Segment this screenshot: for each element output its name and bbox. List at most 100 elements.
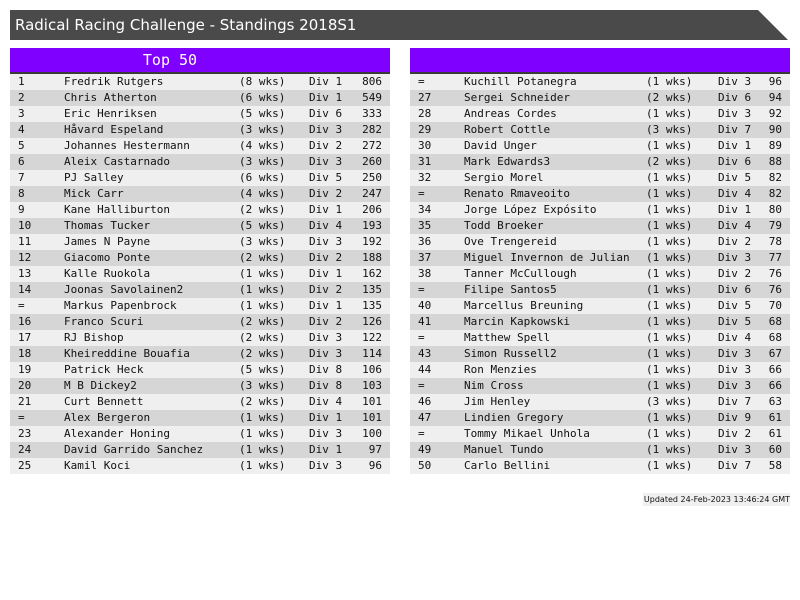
table-row: 40 Marcellus Breuning (1 wks) Div 5 70 <box>410 298 790 314</box>
cell-name: Matthew Spell <box>464 331 551 344</box>
cell-pts: 97 <box>368 443 382 456</box>
cell-rank: 40 <box>418 299 432 312</box>
cell-div: Div 6 <box>718 91 752 104</box>
table-row: 35 Todd Broeker (1 wks) Div 4 79 <box>410 218 790 234</box>
cell-pts: 78 <box>768 235 782 248</box>
cell-div: Div 3 <box>718 75 752 88</box>
cell-wks: (1 wks) <box>239 267 286 280</box>
cell-div: Div 1 <box>309 91 343 104</box>
cell-div: Div 8 <box>309 379 343 392</box>
cell-wks: (1 wks) <box>646 267 693 280</box>
cell-div: Div 8 <box>309 363 343 376</box>
cell-pts: 76 <box>768 283 782 296</box>
cell-rank: 13 <box>18 267 32 280</box>
cell-pts: 61 <box>768 411 782 424</box>
cell-pts: 96 <box>368 459 382 472</box>
cell-name: Curt Bennett <box>64 395 144 408</box>
cell-div: Div 2 <box>309 251 343 264</box>
cell-rank: 44 <box>418 363 432 376</box>
cell-div: Div 2 <box>309 283 343 296</box>
cell-rank: 19 <box>18 363 32 376</box>
table-row: 21 Curt Bennett (2 wks) Div 4 101 <box>10 394 390 410</box>
cell-rank: 1 <box>18 75 25 88</box>
panel-header-right <box>410 48 790 74</box>
table-row: 2 Chris Atherton (6 wks) Div 1 549 <box>10 90 390 106</box>
cell-div: Div 6 <box>718 283 752 296</box>
cell-name: Patrick Heck <box>64 363 144 376</box>
cell-wks: (1 wks) <box>646 171 693 184</box>
cell-rank: 50 <box>418 459 432 472</box>
cell-name: Kheireddine Bouafia <box>64 347 190 360</box>
cell-pts: 79 <box>768 219 782 232</box>
cell-wks: (6 wks) <box>239 91 286 104</box>
table-row: = Nim Cross (1 wks) Div 3 66 <box>410 378 790 394</box>
cell-rank: 25 <box>18 459 32 472</box>
cell-pts: 162 <box>362 267 382 280</box>
cell-wks: (1 wks) <box>646 251 693 264</box>
cell-div: Div 3 <box>718 379 752 392</box>
cell-div: Div 3 <box>309 155 343 168</box>
cell-name: Giacomo Ponte <box>64 251 151 264</box>
cell-name: Ron Menzies <box>464 363 537 376</box>
table-row: 12 Giacomo Ponte (2 wks) Div 2 188 <box>10 250 390 266</box>
cell-rank: 9 <box>18 203 25 216</box>
table-row: = Kuchill Potanegra (1 wks) Div 3 96 <box>410 74 790 90</box>
cell-wks: (2 wks) <box>646 91 693 104</box>
cell-rank: = <box>418 331 425 344</box>
cell-pts: 114 <box>362 347 382 360</box>
cell-div: Div 2 <box>309 315 343 328</box>
cell-wks: (3 wks) <box>239 155 286 168</box>
cell-wks: (2 wks) <box>239 315 286 328</box>
cell-pts: 68 <box>768 331 782 344</box>
cell-rank: = <box>418 427 425 440</box>
cell-pts: 188 <box>362 251 382 264</box>
cell-div: Div 1 <box>309 203 343 216</box>
cell-div: Div 6 <box>309 107 343 120</box>
cell-rank: 16 <box>18 315 32 328</box>
cell-pts: 247 <box>362 187 382 200</box>
table-row: 38 Tanner McCullough (1 wks) Div 2 76 <box>410 266 790 282</box>
cell-wks: (5 wks) <box>239 219 286 232</box>
cell-rank: 18 <box>18 347 32 360</box>
cell-div: Div 4 <box>718 219 752 232</box>
cell-pts: 103 <box>362 379 382 392</box>
cell-wks: (1 wks) <box>646 283 693 296</box>
cell-wks: (1 wks) <box>646 363 693 376</box>
cell-rank: 32 <box>418 171 432 184</box>
cell-pts: 82 <box>768 187 782 200</box>
cell-div: Div 4 <box>309 219 343 232</box>
table-row: = Markus Papenbrock (1 wks) Div 1 135 <box>10 298 390 314</box>
cell-rank: 14 <box>18 283 32 296</box>
table-row: 8 Mick Carr (4 wks) Div 2 247 <box>10 186 390 202</box>
cell-name: M B Dickey2 <box>64 379 137 392</box>
table-row: 18 Kheireddine Bouafia (2 wks) Div 3 114 <box>10 346 390 362</box>
cell-wks: (1 wks) <box>239 299 286 312</box>
cell-wks: (3 wks) <box>239 235 286 248</box>
table-row: 30 David Unger (1 wks) Div 1 89 <box>410 138 790 154</box>
cell-pts: 76 <box>768 267 782 280</box>
panel-title: Top 50 <box>142 51 198 69</box>
table-row: 27 Sergei Schneider (2 wks) Div 6 94 <box>410 90 790 106</box>
cell-wks: (3 wks) <box>646 395 693 408</box>
cell-rank: 35 <box>418 219 432 232</box>
cell-name: Kane Halliburton <box>64 203 170 216</box>
cell-pts: 260 <box>362 155 382 168</box>
cell-wks: (2 wks) <box>239 395 286 408</box>
cell-wks: (1 wks) <box>646 139 693 152</box>
cell-rank: 27 <box>418 91 432 104</box>
cell-name: Mick Carr <box>64 187 124 200</box>
cell-name: Lindien Gregory <box>464 411 564 424</box>
cell-name: Carlo Bellini <box>464 459 551 472</box>
cell-pts: 89 <box>768 139 782 152</box>
cell-div: Div 7 <box>718 459 752 472</box>
cell-rank: 30 <box>418 139 432 152</box>
cell-wks: (2 wks) <box>239 203 286 216</box>
updated-timestamp: Updated 24-Feb-2023 13:46:24 GMT <box>642 493 790 506</box>
table-row: 16 Franco Scuri (2 wks) Div 2 126 <box>10 314 390 330</box>
cell-wks: (1 wks) <box>239 459 286 472</box>
cell-rank: 12 <box>18 251 32 264</box>
table-row: 19 Patrick Heck (5 wks) Div 8 106 <box>10 362 390 378</box>
cell-name: Manuel Tundo <box>464 443 544 456</box>
table-row: = Alex Bergeron (1 wks) Div 1 101 <box>10 410 390 426</box>
cell-name: Håvard Espeland <box>64 123 164 136</box>
